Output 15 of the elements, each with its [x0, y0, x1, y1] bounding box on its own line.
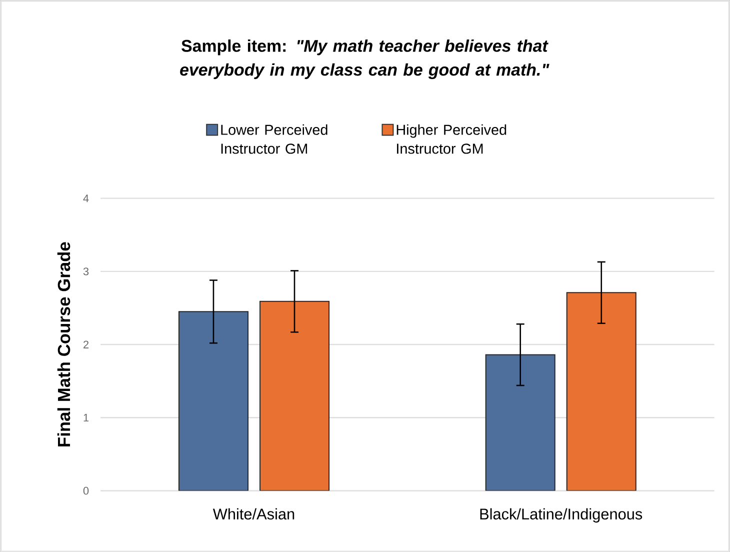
- bar: [259, 300, 330, 491]
- y-tick-label: 4: [83, 194, 89, 202]
- y-tick-label: 1: [84, 414, 89, 422]
- bar: [566, 292, 636, 491]
- y-axis-title: Final Math Course Grade: [57, 242, 70, 446]
- legend-label: Higher Perceived Instructor GM: [396, 124, 506, 154]
- y-tick-label: 3: [83, 267, 89, 276]
- legend-label: Lower Perceived Instructor GM: [221, 124, 328, 154]
- bar: [178, 310, 248, 491]
- bar: [485, 354, 556, 491]
- chart-title: Sample item: "My math teacher believes that everybody in my class can be good at math.": [180, 39, 550, 79]
- y-tick-label: 0: [83, 486, 89, 494]
- x-tick-label: White/Asian: [212, 508, 294, 520]
- x-tick-label: Black/Latine/Indigenous: [480, 508, 642, 522]
- y-tick-label: 2: [84, 340, 89, 348]
